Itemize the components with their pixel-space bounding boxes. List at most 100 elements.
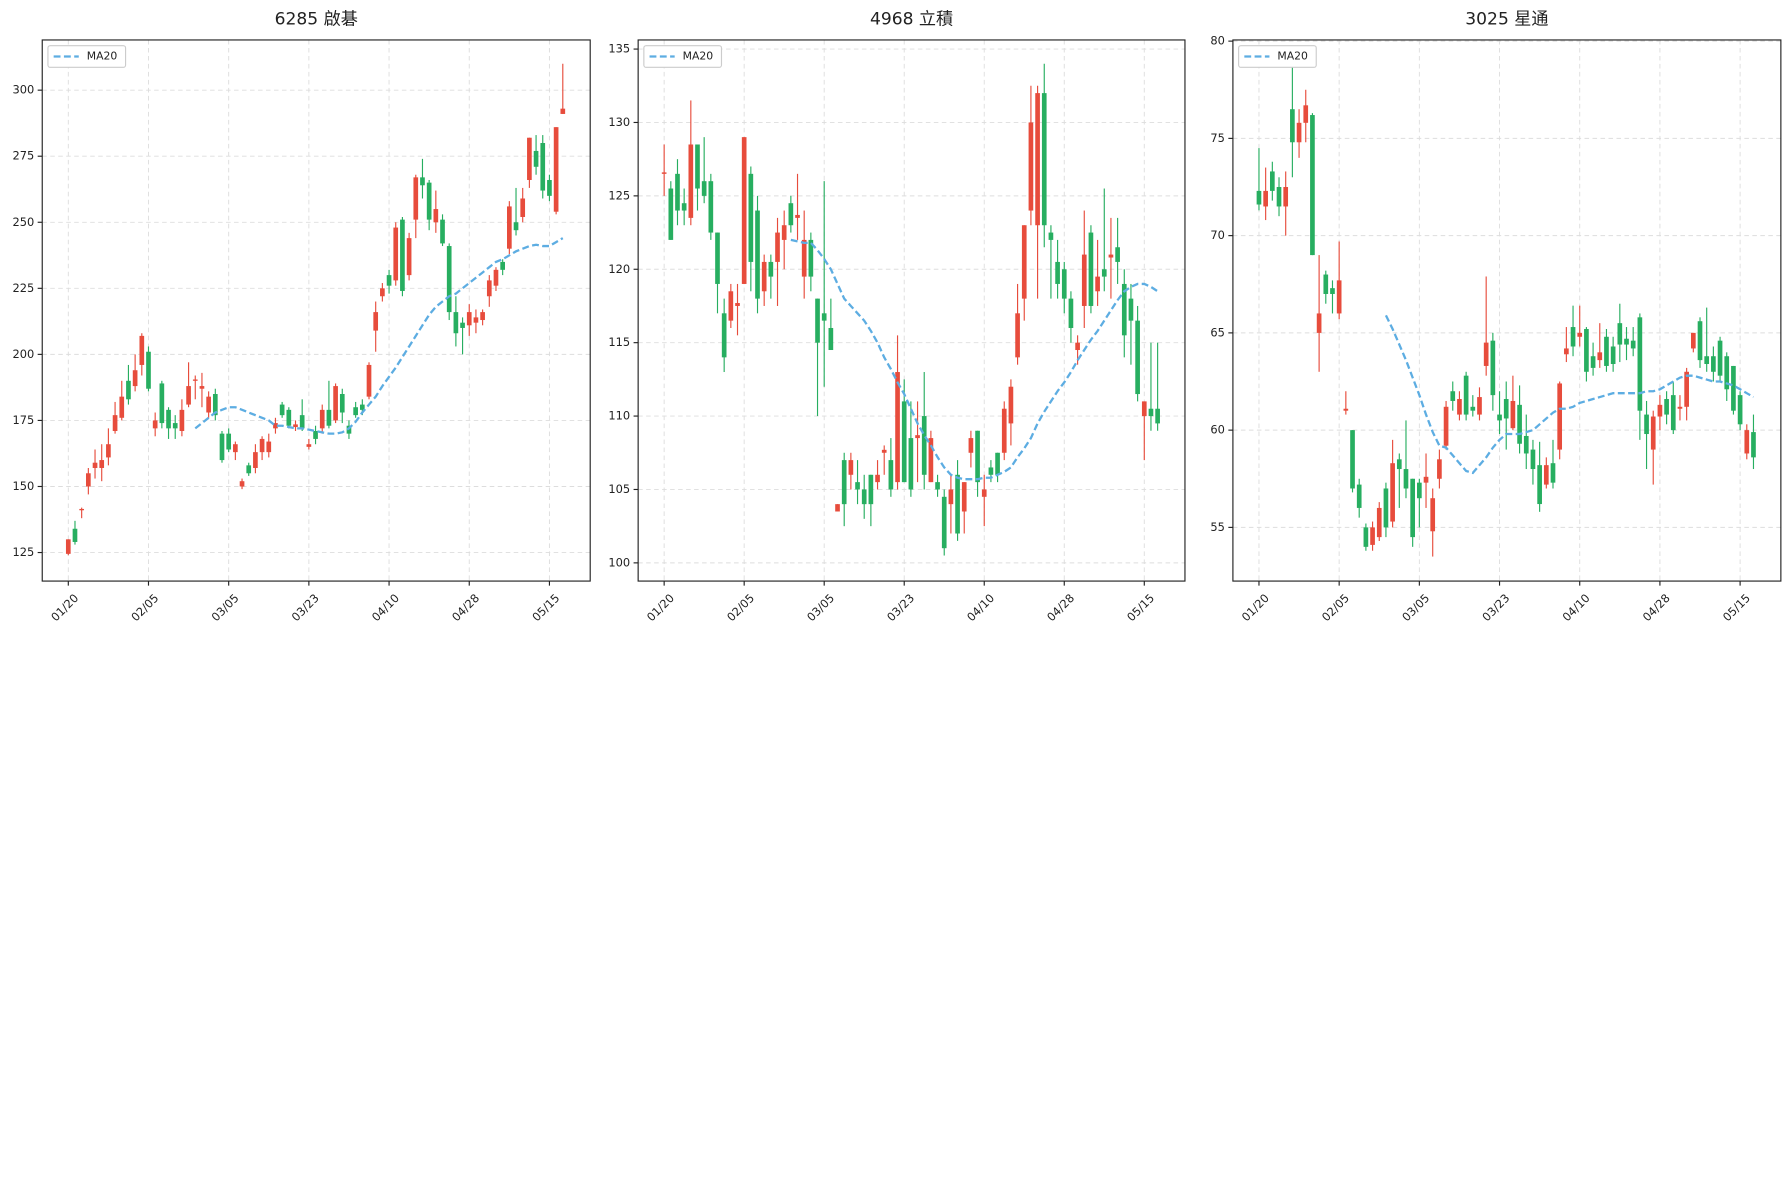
candle-body [92, 462, 98, 468]
candle-body [306, 444, 312, 447]
y-tick-label: 135 [608, 42, 630, 56]
panel: 4968 立積 100 105 110 115 120 125 130 135 01/20 02/0… [608, 9, 1186, 624]
candle-body [841, 460, 847, 505]
candle-body [781, 225, 787, 240]
candle-body [1664, 399, 1669, 415]
legend: MA20 [47, 45, 127, 68]
candle-body [339, 394, 345, 413]
candle-body [139, 335, 145, 365]
candle-body [1624, 338, 1629, 345]
y-tick-label: 80 [1210, 34, 1225, 48]
legend-label: MA20 [683, 50, 714, 63]
x-tick-label: 05/15 [529, 591, 562, 624]
candle-body [253, 452, 258, 468]
candle-body [1081, 254, 1087, 306]
candle-body [553, 127, 559, 212]
x-tick-label: 04/10 [964, 591, 997, 624]
candle-body [1443, 406, 1449, 446]
y-tick-label: 110 [608, 409, 630, 423]
candle-body [1543, 465, 1549, 485]
candle-body [1751, 432, 1756, 458]
candle-body [1008, 386, 1014, 424]
candle-body [166, 409, 171, 429]
candle-body [420, 177, 425, 186]
candle-body [186, 386, 191, 405]
candle-body [126, 380, 131, 400]
candle-body [146, 351, 151, 389]
y-tick-label: 115 [608, 335, 630, 349]
axes-frame [637, 39, 1186, 582]
x-tick-label: 02/05 [724, 591, 757, 624]
candle-body [1001, 408, 1007, 453]
candle-body [948, 489, 954, 505]
x-tick-label: 03/23 [884, 591, 917, 624]
candle-body [668, 188, 674, 240]
y-tick-label: 125 [608, 188, 630, 202]
candle-body [748, 173, 754, 262]
candle-body [1550, 463, 1556, 483]
candle-body [1283, 187, 1289, 207]
candle-body [1704, 356, 1710, 365]
chart-title: 3025 星通 [1465, 9, 1548, 29]
candle-body [1490, 340, 1496, 396]
candle-body [1711, 356, 1716, 372]
y-tick-label: 75 [1210, 131, 1225, 145]
candle-body [1343, 408, 1349, 411]
candle-body [708, 181, 714, 233]
candle-body [775, 232, 780, 262]
candle-body [527, 137, 532, 180]
x-tick-label: 03/05 [804, 591, 837, 624]
candle-body [1316, 313, 1322, 333]
panel: 6285 啟碁 125 150 175 200 225 250 275 300 01/20 02/0… [12, 9, 591, 624]
ma-line [1384, 314, 1755, 475]
x-tick-label: 04/10 [369, 591, 402, 624]
candle-body [1396, 459, 1402, 470]
candle-body [908, 438, 914, 490]
candle-body [1035, 93, 1040, 226]
candle-body [560, 108, 566, 114]
candle-body [928, 438, 934, 483]
x-tick-label: 05/15 [1124, 591, 1157, 624]
candle-body [393, 227, 399, 281]
candle-body [941, 496, 947, 549]
candle-body [480, 312, 485, 321]
candle-body [881, 449, 887, 453]
candle-body [206, 396, 211, 413]
candle-body [848, 460, 854, 475]
candle-body [1256, 190, 1262, 205]
y-tick-label: 130 [608, 115, 630, 129]
axes-frame [1232, 39, 1782, 582]
x-tick-label: 03/05 [208, 591, 241, 624]
legend-box [1238, 45, 1317, 68]
candle-body [1584, 328, 1589, 372]
candle-body [333, 386, 338, 421]
candle-body [1517, 404, 1522, 444]
candle-body [1376, 507, 1382, 538]
candle-body [199, 386, 205, 389]
candle-body [735, 303, 740, 306]
candle-body [1115, 247, 1120, 262]
candle-body [1061, 269, 1067, 299]
y-tick-label: 225 [12, 281, 34, 295]
candle-body [466, 312, 472, 326]
candle-body [988, 467, 994, 475]
candle-body [1303, 105, 1309, 123]
candle-body [1590, 356, 1596, 368]
candle-body [888, 460, 894, 490]
candle-body [446, 246, 452, 313]
candle-body [460, 322, 465, 328]
candle-body [266, 441, 272, 453]
candle-body [246, 465, 252, 474]
candle-body [1537, 465, 1542, 505]
candle-body [293, 424, 298, 428]
candle-body [701, 181, 707, 196]
candle-body [386, 275, 392, 286]
candle-body [1717, 340, 1723, 376]
legend-label: MA20 [1277, 50, 1308, 63]
candle-body [1095, 276, 1100, 292]
candle-body [1155, 408, 1160, 424]
candle-body [1323, 274, 1329, 294]
y-tick-label: 105 [608, 482, 630, 496]
candle-body [1356, 484, 1362, 508]
candle-body [179, 409, 185, 431]
